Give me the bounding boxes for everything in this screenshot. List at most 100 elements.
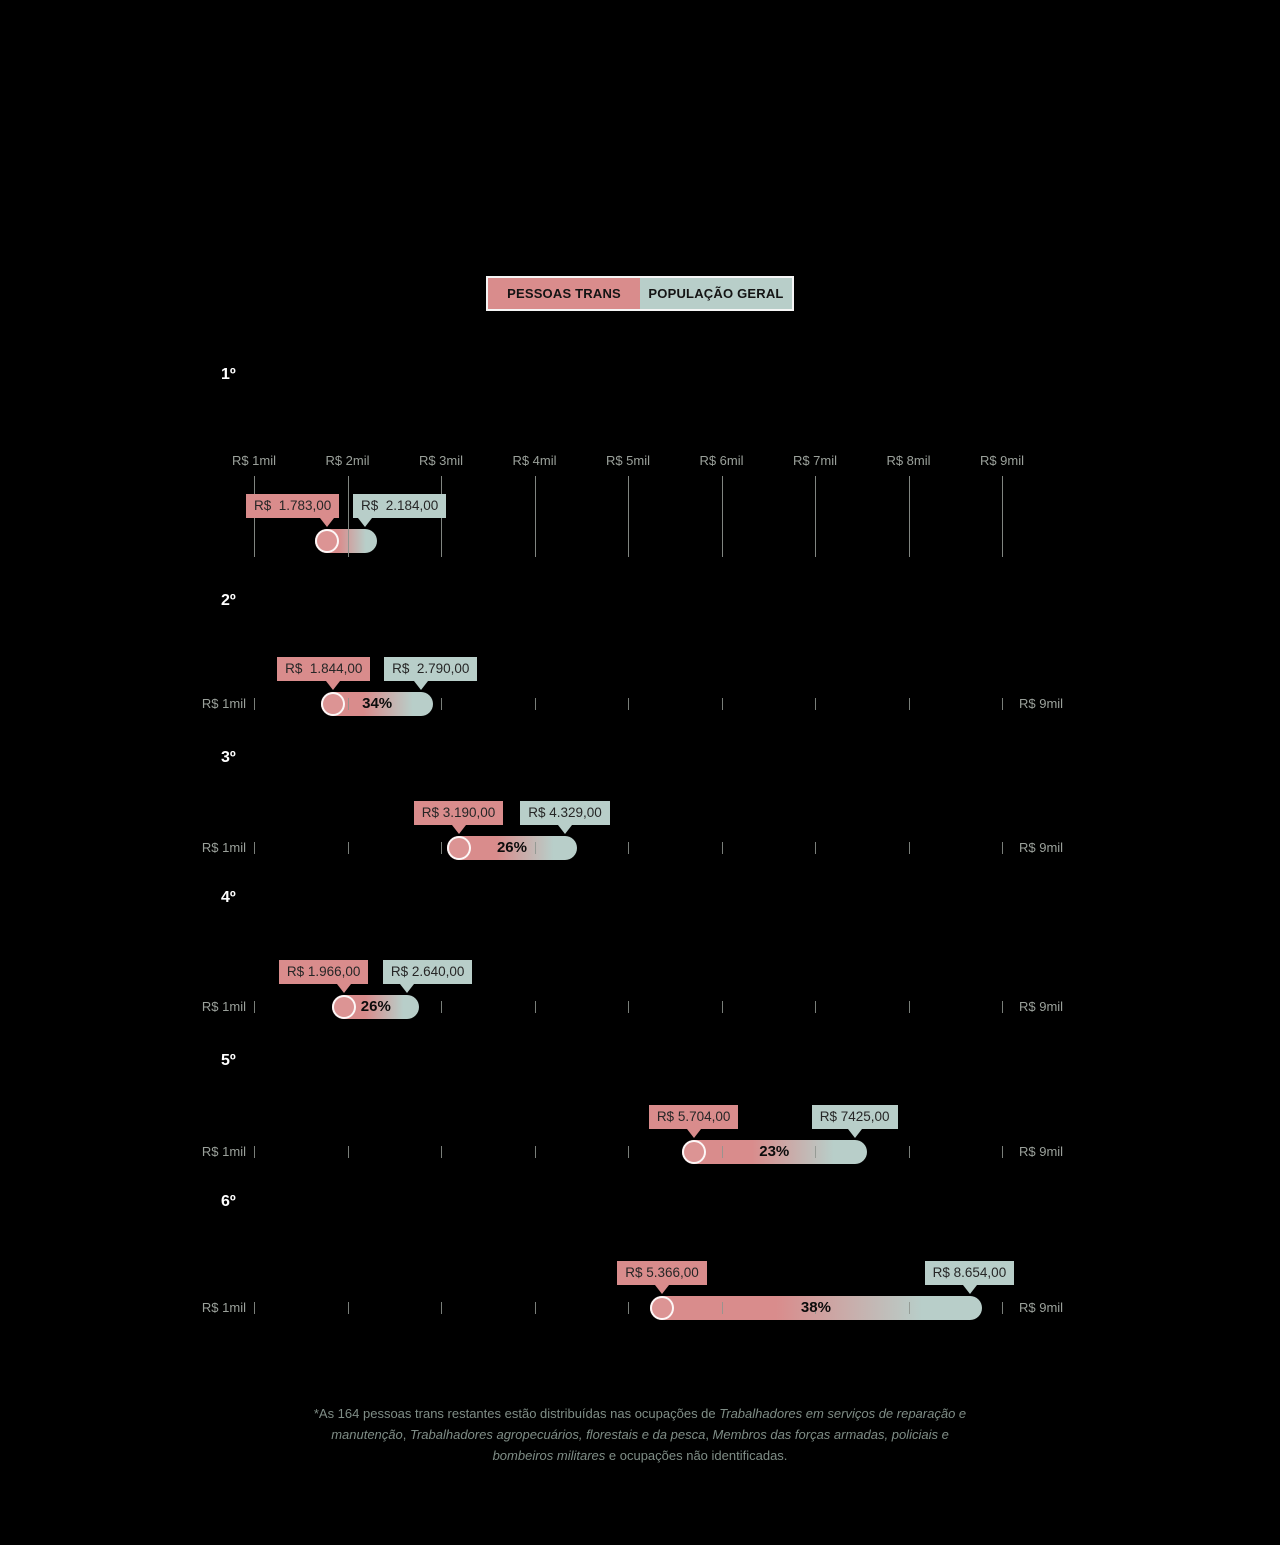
axis-min-label: R$ 1mil [201, 1300, 246, 1315]
callout-tail [357, 518, 372, 527]
footnote: *As 164 pessoas trans restantes estão di… [300, 1403, 980, 1466]
axis-tick [347, 698, 349, 710]
trans-value-callout: R$ 1.966,00 [278, 960, 369, 993]
callout-tail [319, 518, 334, 527]
axis-tick [815, 1302, 816, 1314]
axis-max-label: R$ 9mil [1019, 696, 1064, 711]
footnote-text-segment: Trabalhadores em serviços de reparação e… [331, 1406, 967, 1442]
axis-tick-label: R$ 5mil [605, 453, 651, 468]
axis-tick [815, 698, 816, 710]
axis-max-label: R$ 9mil [1019, 1144, 1064, 1159]
callout-value-text: R$ 2.184,00 [360, 498, 439, 513]
axis-tick [254, 842, 255, 854]
axis-max-label: R$ 9mil [1019, 999, 1064, 1014]
gap-percent-label: 26% [360, 998, 391, 1015]
axis-tick [721, 476, 723, 557]
axis-tick [815, 842, 816, 854]
axis-tick [441, 1146, 442, 1158]
axis-tick [1002, 1302, 1003, 1314]
callout-tail [847, 1129, 862, 1138]
row-rank-label: 4º [221, 889, 236, 906]
trans-value-callout: R$ 1.783,00 [245, 494, 340, 527]
axis-tick [1002, 842, 1003, 854]
axis-tick [254, 698, 255, 710]
trans-dot [320, 692, 345, 716]
dumbbell-bar [681, 1140, 867, 1164]
callout-value-text: R$ 4.329,00 [528, 805, 602, 820]
gap-percent-label: 26% [496, 839, 527, 856]
axis-tick [815, 476, 816, 557]
callout-value-text: R$ 5.704,00 [656, 1109, 731, 1124]
axis-tick [815, 1001, 816, 1013]
axis-min-label: R$ 1mil [201, 1144, 246, 1159]
trans-value-callout: R$ 1.844,00 [277, 657, 371, 690]
axis-tick [721, 1146, 723, 1158]
axis-max-label: R$ 9mil [1019, 1300, 1064, 1315]
legend-pessoas-trans: PESSOAS TRANS [488, 278, 640, 309]
axis-tick [441, 698, 442, 710]
axis-tick [254, 1146, 255, 1158]
axis-tick [347, 842, 349, 854]
axis-tick [628, 1001, 629, 1013]
callout-tail [337, 984, 352, 993]
axis-tick [534, 1146, 536, 1158]
callout-value-text: R$ 1.966,00 [286, 964, 361, 979]
axis-tick [347, 1146, 349, 1158]
axis-min-label: R$ 1mil [201, 999, 246, 1014]
callout-tail [655, 1285, 670, 1294]
axis-tick-label: R$ 4mil [512, 453, 557, 468]
row-rank-label: 1º [221, 366, 236, 383]
footnote-text-segment: , [402, 1427, 410, 1442]
axis-tick [628, 1302, 629, 1314]
axis-tick [908, 476, 910, 557]
callout-tail [451, 825, 466, 834]
legend: PESSOAS TRANS POPULAÇÃO GERAL [486, 276, 794, 311]
axis-tick [1002, 1001, 1003, 1013]
row-rank-label: 6º [221, 1193, 236, 1210]
trans-dot [332, 995, 357, 1019]
row-rank-label: 2º [221, 592, 236, 609]
trans-value-callout: R$ 5.704,00 [648, 1105, 739, 1138]
axis-tick [908, 1302, 910, 1314]
footnote-text-segment: , [705, 1427, 713, 1442]
geral-value-callout: R$ 8.654,00 [924, 1261, 1015, 1294]
row-rank-label: 3º [221, 749, 236, 766]
callout-tail [325, 681, 340, 690]
trans-value-callout: R$ 3.190,00 [413, 801, 504, 834]
trans-dot [650, 1296, 675, 1320]
trans-value-callout: R$ 5.366,00 [617, 1261, 707, 1294]
axis-tick-label: R$ 9mil [979, 453, 1025, 468]
gap-percent-label: 38% [800, 1299, 831, 1316]
axis-tick [721, 1302, 723, 1314]
footnote-text-segment: *As 164 pessoas trans restantes estão di… [313, 1406, 720, 1421]
axis-tick [1002, 476, 1003, 557]
trans-dot [681, 1140, 706, 1164]
axis-tick [1002, 1146, 1003, 1158]
axis-tick [628, 1146, 629, 1158]
axis-tick [534, 1302, 536, 1314]
axis-tick [441, 842, 442, 854]
axis-tick [628, 698, 629, 710]
footnote-text-segment: e ocupações não identificadas. [605, 1448, 788, 1463]
row-rank-label: 5º [221, 1052, 236, 1069]
axis-tick [628, 842, 629, 854]
axis-tick [908, 842, 910, 854]
callout-value-text: R$ 3.190,00 [421, 805, 496, 820]
geral-value-callout: R$ 2.790,00 [384, 657, 478, 690]
callout-value-text: R$ 8.654,00 [932, 1265, 1007, 1280]
axis-tick [347, 1302, 349, 1314]
axis-min-label: R$ 1mil [201, 696, 246, 711]
axis-tick [908, 698, 910, 710]
footnote-text-segment: Trabalhadores agropecuários, florestais … [409, 1427, 706, 1442]
axis-tick [254, 1302, 255, 1314]
callout-tail [686, 1129, 701, 1138]
axis-tick [908, 1146, 910, 1158]
trans-dot [315, 529, 340, 553]
axis-max-label: R$ 9mil [1019, 840, 1064, 855]
geral-value-callout: R$ 4.329,00 [520, 801, 610, 834]
callout-tail [400, 984, 415, 993]
axis-tick [534, 842, 536, 854]
axis-tick [534, 476, 536, 557]
gap-percent-label: 23% [759, 1143, 790, 1160]
axis-tick [908, 1001, 910, 1013]
